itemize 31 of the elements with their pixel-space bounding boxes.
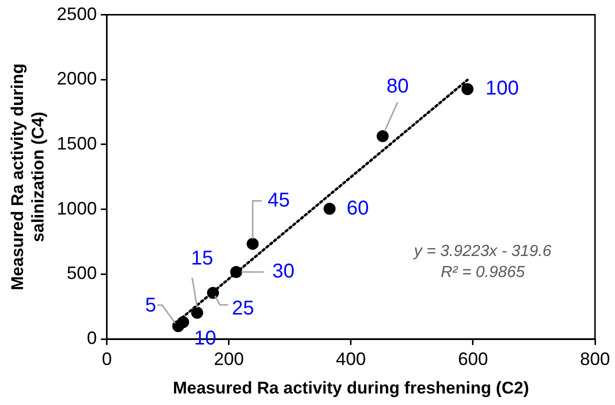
annotation: 100 <box>485 78 519 100</box>
y-axis-title: Measured Ra activity during salinization (C4) <box>8 64 48 290</box>
annotation: 15 <box>191 247 214 270</box>
annotation: 25 <box>232 297 254 320</box>
point <box>230 266 242 278</box>
point <box>177 316 190 328</box>
point <box>207 286 220 299</box>
point <box>461 83 474 96</box>
y-tick-label: 500 <box>66 263 97 284</box>
x-tick-label: 200 <box>214 348 244 369</box>
point <box>191 306 204 319</box>
annotation: R² = 0.9865 <box>440 264 525 281</box>
y-tick-label: 2000 <box>56 68 97 89</box>
point <box>324 202 336 215</box>
x-tick-label: 800 <box>580 348 610 369</box>
y-tick-label: 1500 <box>56 133 97 154</box>
annotation: 30 <box>272 260 294 282</box>
annotation: 5 <box>145 294 156 317</box>
annotation: y = 3.9223x - 319.6 <box>413 242 552 260</box>
annotation: 80 <box>386 76 409 98</box>
y-tick-label: 0 <box>86 328 97 348</box>
x-tick-label: 0 <box>102 348 112 369</box>
point <box>376 130 389 142</box>
x-axis-title: Measured Ra activity during freshening (C2) <box>172 378 529 398</box>
point <box>246 238 259 250</box>
x-tick-label: 400 <box>336 348 366 369</box>
annotation: 60 <box>346 197 369 220</box>
x-tick-label: 600 <box>458 348 488 369</box>
y-tick-label: 1000 <box>56 198 97 218</box>
annotation: 45 <box>268 189 290 212</box>
y-tick-label: 2500 <box>56 4 97 24</box>
